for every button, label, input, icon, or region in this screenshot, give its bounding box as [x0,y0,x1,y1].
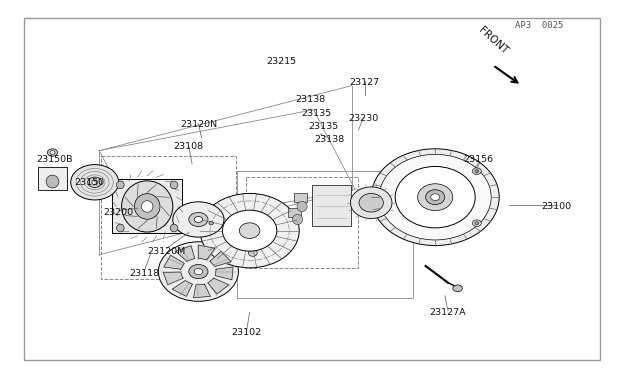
Bar [246,177,358,268]
Polygon shape [210,251,231,266]
Text: 23118: 23118 [129,269,159,278]
Bar [38,167,67,190]
Ellipse shape [431,194,440,201]
Circle shape [170,181,178,189]
Circle shape [141,201,153,212]
Circle shape [170,224,178,232]
Text: 23127A: 23127A [429,308,467,317]
Ellipse shape [189,264,208,279]
Polygon shape [208,278,229,294]
Bar [288,208,301,217]
Text: 23108: 23108 [173,142,204,151]
Bar [294,193,307,202]
Ellipse shape [371,149,499,246]
Text: 23200: 23200 [103,208,134,217]
Ellipse shape [351,187,392,219]
Circle shape [122,181,173,232]
Ellipse shape [248,250,257,256]
Text: AP3  0025: AP3 0025 [515,21,563,30]
Polygon shape [163,272,183,285]
Circle shape [116,181,124,189]
Text: 23138: 23138 [295,95,326,104]
Ellipse shape [453,285,463,292]
Polygon shape [176,246,195,261]
Ellipse shape [426,190,445,205]
Bar [101,156,236,279]
Ellipse shape [47,149,58,156]
Ellipse shape [50,151,55,154]
Polygon shape [172,280,192,296]
Ellipse shape [70,165,119,200]
Ellipse shape [159,242,239,301]
Circle shape [134,194,160,219]
Text: 23150: 23150 [74,178,105,187]
Ellipse shape [189,212,208,227]
Ellipse shape [239,223,260,238]
Ellipse shape [472,220,481,227]
Ellipse shape [200,193,300,268]
Circle shape [292,214,303,225]
Ellipse shape [92,180,97,185]
Ellipse shape [209,221,214,225]
Polygon shape [164,255,184,269]
Circle shape [116,224,124,232]
Ellipse shape [472,168,481,174]
Bar [312,185,351,226]
Text: FRONT: FRONT [476,25,509,56]
Text: 23135: 23135 [301,109,332,118]
Ellipse shape [418,184,453,211]
Polygon shape [198,245,215,260]
Ellipse shape [396,167,476,228]
Text: 23156: 23156 [463,155,494,164]
Ellipse shape [359,193,383,212]
Polygon shape [193,284,211,298]
Text: 23138: 23138 [314,135,345,144]
Ellipse shape [88,177,102,187]
Ellipse shape [223,210,277,251]
Circle shape [46,175,59,188]
Text: 23230: 23230 [348,114,379,123]
Text: 23120M: 23120M [147,247,186,256]
Polygon shape [216,267,233,280]
Text: 23102: 23102 [231,328,262,337]
Ellipse shape [173,202,224,237]
Bar [112,180,182,234]
Ellipse shape [475,170,479,173]
Ellipse shape [195,269,202,275]
Text: 23100: 23100 [541,202,572,211]
Text: 23135: 23135 [308,122,339,131]
Circle shape [297,201,307,212]
Ellipse shape [195,217,202,222]
Ellipse shape [475,222,479,225]
Text: 23215: 23215 [266,57,297,66]
Text: 23127: 23127 [349,78,380,87]
Text: 23150B: 23150B [36,155,73,164]
Ellipse shape [380,154,492,240]
Text: 23120N: 23120N [180,120,217,129]
